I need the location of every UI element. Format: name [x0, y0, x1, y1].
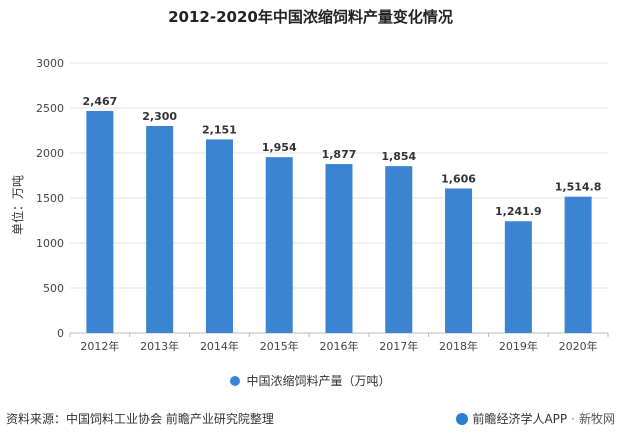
legend: 中国浓缩饲料产量（万吨）	[0, 372, 621, 389]
bar	[385, 166, 413, 333]
value-labels: 2,467 2,300 2,151 1,954 1,877 1,854 1,606 1,241…	[82, 95, 601, 218]
x-axis: 2012年 2013年 2014年 2015年 2016年 2017年 2018年 2019年…	[69, 333, 609, 353]
data-label: 2,151	[202, 123, 237, 136]
source-note: 资料来源：中国饲料工业协会 前瞻产业研究院整理	[6, 412, 274, 426]
x-tick-label: 2016年	[320, 339, 359, 353]
bar	[265, 157, 293, 333]
bar	[86, 110, 114, 333]
data-label: 1,514.8	[555, 181, 602, 194]
x-tick-label: 2012年	[80, 339, 119, 353]
x-tick-label: 2019年	[499, 339, 538, 353]
y-axis-label: 单位：万吨	[10, 175, 25, 235]
x-tick-label: 2018年	[439, 339, 478, 353]
bar	[205, 139, 233, 333]
brand-one: 前瞻经济学人APP	[472, 412, 568, 426]
data-label: 1,606	[441, 172, 476, 185]
data-label: 1,854	[381, 150, 416, 163]
brand-separator: ·	[571, 411, 575, 426]
data-label: 1,241.9	[495, 205, 542, 218]
chart-title: 2012-2020年中国浓缩饲料产量变化情况	[168, 8, 453, 26]
bar	[325, 164, 353, 333]
x-tick-label: 2017年	[379, 339, 418, 353]
y-tick-label: 2500	[36, 102, 64, 115]
data-label: 1,954	[262, 141, 297, 154]
y-tick-label: 0	[57, 327, 64, 340]
legend-label: 中国浓缩饲料产量（万吨）	[246, 374, 391, 388]
y-tick-label: 2000	[36, 147, 64, 160]
y-axis: 0 500 1000 1500 2000 2500 3000	[36, 57, 64, 340]
legend-swatch	[230, 375, 241, 386]
data-label: 1,877	[322, 148, 357, 161]
y-tick-label: 500	[43, 282, 64, 295]
bar	[504, 221, 532, 333]
data-label: 2,300	[142, 110, 177, 123]
brand-two: 新牧网	[578, 412, 615, 426]
y-tick-label: 3000	[36, 57, 64, 70]
x-tick-label: 2020年	[559, 339, 598, 353]
y-tick-label: 1500	[36, 192, 64, 205]
x-tick-label: 2014年	[200, 339, 239, 353]
bar	[146, 126, 174, 333]
y-tick-label: 1000	[36, 237, 64, 250]
brand-watermark: 前瞻经济学人APP · 新牧网	[456, 410, 615, 427]
x-tick-label: 2013年	[140, 339, 179, 353]
bar	[564, 196, 592, 333]
bars	[86, 110, 592, 333]
bar	[445, 188, 473, 333]
data-label: 2,467	[82, 95, 117, 108]
x-tick-label: 2015年	[260, 339, 299, 353]
brand-icon	[456, 412, 469, 425]
